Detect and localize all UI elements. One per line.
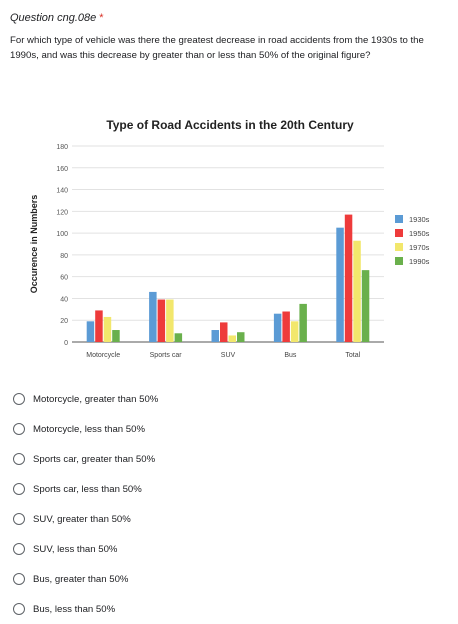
option-label: Motorcycle, greater than 50%: [33, 393, 159, 405]
question-text: For which type of vehicle was there the …: [10, 35, 424, 61]
bar: [112, 330, 120, 342]
bar: [174, 333, 183, 342]
legend-label: 1990s: [409, 257, 430, 266]
option-label: SUV, greater than 50%: [33, 513, 131, 525]
legend-swatch: [395, 229, 403, 237]
bar: [353, 240, 361, 342]
question-title-text: Question cng.08e: [10, 12, 97, 24]
chart-title: Type of Road Accidents in the 20th Centu…: [106, 118, 354, 132]
legend-swatch: [395, 215, 403, 223]
radio-button[interactable]: [13, 513, 25, 525]
radio-button[interactable]: [13, 603, 25, 615]
x-tick-label: Motorcycle: [86, 352, 120, 359]
option-1[interactable]: Motorcycle, greater than 50%: [13, 384, 433, 414]
bar: [290, 321, 299, 342]
bar: [237, 332, 245, 342]
y-tick-label: 120: [56, 209, 68, 216]
y-tick-label: 140: [56, 188, 68, 195]
legend-label: 1950s: [409, 229, 430, 238]
option-2[interactable]: Motorcycle, less than 50%: [13, 414, 433, 444]
bar: [95, 310, 103, 342]
bar: [299, 303, 307, 342]
option-7[interactable]: Bus, greater than 50%: [13, 564, 433, 594]
bar: [228, 335, 236, 342]
option-6[interactable]: SUV, less than 50%: [13, 534, 433, 564]
y-tick-label: 60: [60, 275, 68, 282]
option-label: Motorcycle, less than 50%: [33, 423, 145, 435]
legend-swatch: [395, 257, 403, 265]
bar: [86, 321, 95, 342]
radio-button[interactable]: [13, 453, 25, 465]
bar: [361, 270, 370, 342]
question-title: Question cng.08e *: [10, 12, 104, 24]
y-tick-label: 80: [60, 253, 68, 260]
y-tick-label: 20: [60, 318, 68, 325]
legend-swatch: [395, 243, 403, 251]
bar: [149, 291, 157, 342]
option-label: Sports car, less than 50%: [33, 483, 142, 495]
radio-button[interactable]: [13, 483, 25, 495]
bar-chart: Type of Road Accidents in the 20th Centu…: [29, 118, 430, 359]
option-label: Sports car, greater than 50%: [33, 453, 156, 465]
x-tick-label: Sports car: [150, 352, 183, 359]
bar: [157, 299, 166, 342]
y-tick-label: 100: [56, 231, 68, 238]
x-tick-label: Bus: [284, 352, 297, 359]
y-tick-label: 160: [56, 166, 68, 173]
bar: [336, 227, 344, 342]
option-8[interactable]: Bus, less than 50%: [13, 594, 433, 624]
option-3[interactable]: Sports car, greater than 50%: [13, 444, 433, 474]
y-tick-label: 40: [60, 296, 68, 303]
radio-button[interactable]: [13, 543, 25, 555]
radio-button[interactable]: [13, 423, 25, 435]
legend-label: 1930s: [409, 215, 430, 224]
option-label: SUV, less than 50%: [33, 543, 118, 555]
bar: [220, 322, 228, 342]
required-marker: *: [99, 12, 104, 24]
radio-button[interactable]: [13, 393, 25, 405]
option-label: Bus, greater than 50%: [33, 573, 129, 585]
option-5[interactable]: SUV, greater than 50%: [13, 504, 433, 534]
bar: [103, 316, 112, 342]
option-label: Bus, less than 50%: [33, 603, 116, 615]
answer-options: Motorcycle, greater than 50% Motorcycle,…: [13, 384, 433, 624]
radio-button[interactable]: [13, 573, 25, 585]
y-tick-label: 180: [56, 144, 68, 151]
legend-label: 1970s: [409, 243, 430, 252]
x-tick-label: SUV: [221, 352, 236, 359]
bar: [211, 330, 219, 342]
bar: [166, 299, 174, 342]
bar: [344, 214, 353, 342]
x-tick-label: Total: [345, 352, 360, 359]
bar: [282, 311, 290, 342]
bar: [273, 313, 282, 342]
option-4[interactable]: Sports car, less than 50%: [13, 474, 433, 504]
y-tick-label: 0: [64, 340, 68, 347]
y-axis-label: Occurence in Numbers: [29, 195, 39, 294]
